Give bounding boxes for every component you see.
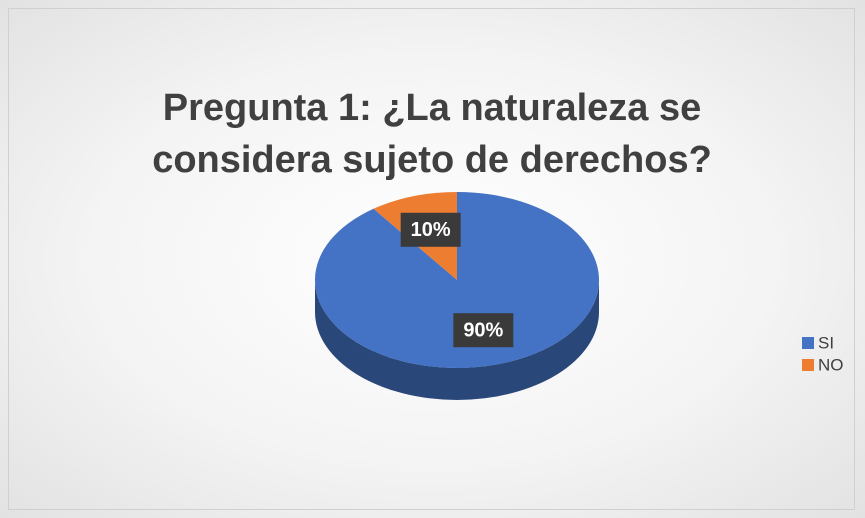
legend-swatch — [802, 359, 814, 371]
data-label: 90% — [463, 319, 503, 341]
pie-side — [315, 280, 599, 400]
pie-slice — [314, 192, 599, 369]
legend-label: NO — [818, 355, 844, 374]
chart-title: Pregunta 1: ¿La naturaleza se considera … — [152, 87, 712, 181]
data-label: 10% — [411, 219, 451, 241]
legend-swatch — [802, 337, 814, 349]
legend-label: SI — [818, 333, 834, 352]
chart-border — [8, 8, 855, 510]
data-label-box — [453, 313, 514, 348]
data-label-box — [400, 212, 461, 247]
